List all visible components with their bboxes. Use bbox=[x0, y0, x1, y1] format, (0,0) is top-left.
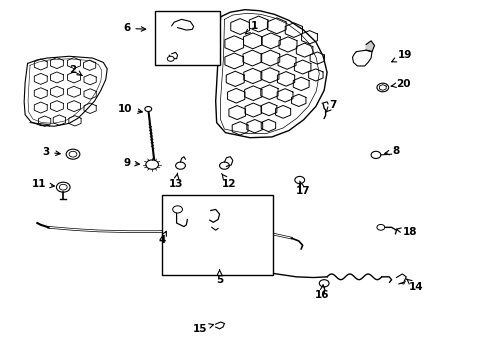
Text: 15: 15 bbox=[193, 324, 214, 334]
Circle shape bbox=[175, 162, 185, 169]
Circle shape bbox=[59, 184, 67, 190]
Circle shape bbox=[69, 151, 77, 157]
Text: 2: 2 bbox=[70, 64, 82, 76]
Text: 17: 17 bbox=[295, 181, 310, 197]
Circle shape bbox=[145, 107, 152, 112]
Bar bbox=[162, 195, 273, 275]
Text: 4: 4 bbox=[158, 231, 166, 245]
Text: 5: 5 bbox=[216, 270, 223, 285]
Polygon shape bbox=[216, 10, 327, 138]
Text: 18: 18 bbox=[396, 227, 417, 237]
Text: 9: 9 bbox=[123, 158, 139, 168]
Text: 1: 1 bbox=[245, 21, 258, 34]
Text: 10: 10 bbox=[118, 104, 142, 114]
Circle shape bbox=[371, 151, 381, 158]
Circle shape bbox=[295, 176, 305, 184]
Circle shape bbox=[167, 56, 174, 61]
Text: 12: 12 bbox=[221, 174, 237, 189]
Text: 11: 11 bbox=[31, 179, 54, 189]
Text: 3: 3 bbox=[42, 147, 60, 157]
Circle shape bbox=[66, 149, 80, 159]
Text: 16: 16 bbox=[315, 285, 329, 301]
Circle shape bbox=[377, 225, 385, 230]
Circle shape bbox=[172, 206, 182, 213]
Text: 19: 19 bbox=[392, 50, 413, 62]
Circle shape bbox=[377, 83, 389, 92]
Circle shape bbox=[146, 160, 159, 169]
Circle shape bbox=[319, 280, 329, 287]
Bar bbox=[155, 11, 220, 65]
Text: 20: 20 bbox=[391, 79, 411, 89]
Text: 8: 8 bbox=[385, 146, 400, 156]
Polygon shape bbox=[366, 41, 374, 51]
Polygon shape bbox=[24, 56, 107, 126]
Text: 6: 6 bbox=[123, 23, 146, 33]
Text: 13: 13 bbox=[169, 173, 183, 189]
Text: 14: 14 bbox=[407, 279, 423, 292]
Text: 7: 7 bbox=[326, 100, 337, 112]
Circle shape bbox=[220, 162, 229, 169]
Circle shape bbox=[56, 182, 70, 192]
